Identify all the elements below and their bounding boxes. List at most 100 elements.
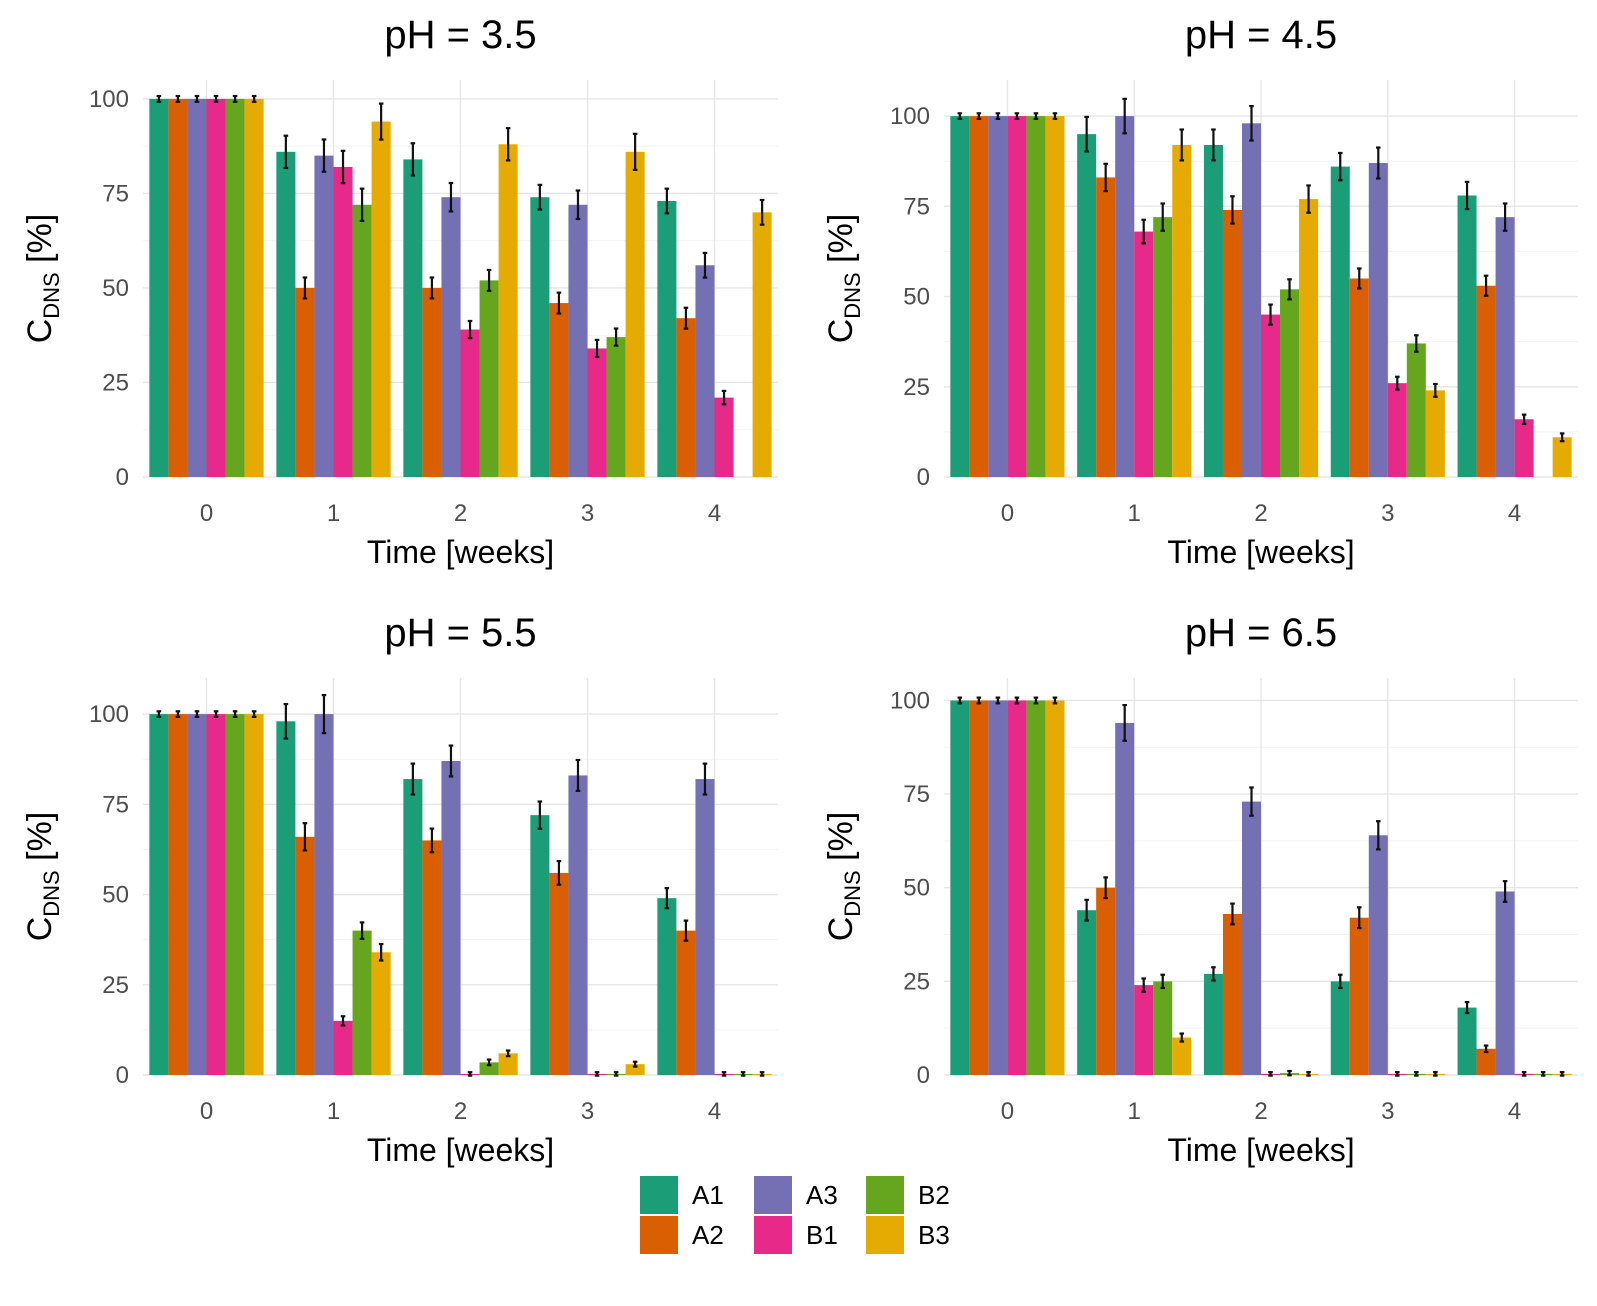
errorbar-A1-week-2 — [1211, 128, 1216, 162]
bar-B1-week-4 — [1514, 419, 1534, 477]
errorbar-A3-week-4 — [1502, 202, 1508, 232]
errorbar-B3-week-2 — [1306, 184, 1311, 214]
bar-B1-week-0 — [1007, 700, 1027, 1075]
bar-A1-week-2 — [1203, 973, 1223, 1075]
y-axis-label-main: C — [822, 319, 860, 344]
errorbar-A1-week-1 — [283, 702, 289, 740]
bar-B3-week-2 — [1299, 199, 1319, 477]
bar-B3-week-1 — [1172, 144, 1192, 478]
errorbar-A2-week-2 — [1230, 195, 1235, 225]
errorbar-A3-week-1 — [321, 693, 327, 735]
errorbar-B3-week-0 — [1052, 696, 1058, 705]
bar-B2-week-1 — [352, 930, 372, 1075]
bar-A2-week-2 — [422, 287, 442, 477]
bar-B3-week-2 — [498, 144, 518, 477]
bar-A2-week-3 — [549, 303, 569, 477]
bar-A2-week-0 — [969, 700, 989, 1075]
errorbar-B2-week-0 — [1033, 696, 1039, 705]
bar-A1-week-1 — [1077, 910, 1097, 1075]
bar-B3-week-0 — [1045, 116, 1065, 477]
bar-A1-week-3 — [530, 197, 550, 477]
bar-A1-week-4 — [1457, 1007, 1477, 1075]
chart-panel-3: 0 25 50 75 100 0 1 2 3 4 pH = 5.5 Time [weeks] CDNS … — [21, 611, 778, 1168]
errorbar-B3-week-4 — [759, 1071, 765, 1077]
bar-B3-week-4 — [752, 212, 772, 478]
bar-A3-week-3 — [1368, 163, 1388, 477]
errorbar-A3-week-0 — [995, 696, 1001, 705]
bar-B3-week-3 — [625, 151, 645, 478]
bar-A1-week-1 — [276, 721, 296, 1075]
bar-A3-week-0 — [988, 116, 1008, 477]
bar-A2-week-2 — [1222, 209, 1242, 477]
errorbar-A3-week-3 — [575, 758, 581, 792]
legend-label-A1: A1 — [692, 1180, 724, 1210]
bar-A3-week-0 — [187, 714, 207, 1075]
bar-A1-week-1 — [276, 151, 296, 478]
bar-B1-week-0 — [206, 98, 226, 478]
y-tick-label: 0 — [917, 1062, 930, 1089]
errorbar-B2-week-1 — [359, 921, 365, 940]
bar-A3-week-1 — [1115, 722, 1135, 1075]
bar-A1-week-2 — [403, 159, 423, 477]
errorbar-A1-week-4 — [664, 887, 670, 910]
errorbar-B2-week-2 — [486, 1058, 492, 1067]
bar-B2-week-1 — [352, 204, 372, 477]
bar-B2-week-2 — [479, 1062, 499, 1075]
errorbar-B3-week-1 — [1179, 1032, 1185, 1043]
y-axis-label: CDNS [%] — [21, 214, 64, 344]
bar-A2-week-1 — [1096, 887, 1116, 1075]
bar-B3-week-0 — [244, 98, 264, 478]
errorbar-B2-week-3 — [613, 1071, 619, 1077]
errorbar-A1-week-2 — [410, 762, 416, 796]
errorbar-A2-week-1 — [302, 822, 308, 852]
errorbar-B2-week-0 — [232, 94, 238, 103]
errorbar-A1-week-0 — [156, 710, 162, 718]
bar-B1-week-0 — [1007, 116, 1027, 477]
bar-A2-week-4 — [676, 318, 696, 477]
x-tick-label: 3 — [1381, 500, 1394, 527]
errorbar-A1-week-3 — [1337, 973, 1343, 990]
y-tick-label: 50 — [903, 284, 930, 311]
errorbar-A3-week-4 — [1502, 880, 1508, 903]
errorbar-A2-week-2 — [429, 827, 435, 854]
bar-A3-week-0 — [988, 700, 1008, 1075]
bar-A2-week-4 — [676, 930, 696, 1075]
legend-label-B1: B1 — [806, 1220, 838, 1250]
errorbar-B1-week-1 — [1141, 977, 1146, 993]
bar-B1-week-2 — [460, 329, 480, 477]
bar-A3-week-3 — [568, 204, 588, 477]
errorbar-B2-week-4 — [740, 1071, 746, 1077]
errorbar-B2-week-1 — [359, 187, 365, 222]
bar-B1-week-0 — [206, 714, 226, 1075]
errorbar-A3-week-1 — [1122, 703, 1127, 742]
errorbar-B1-week-3 — [1395, 1071, 1400, 1077]
bar-B1-week-3 — [1387, 383, 1407, 477]
x-tick-label: 4 — [708, 500, 721, 527]
bar-A3-week-1 — [314, 155, 334, 477]
legend-swatch-A3 — [754, 1176, 792, 1214]
errorbar-B1-week-4 — [721, 1071, 727, 1077]
errorbar-A1-week-1 — [1084, 898, 1089, 922]
x-tick-label: 2 — [1254, 1098, 1267, 1125]
errorbar-B2-week-0 — [232, 710, 238, 718]
y-tick-label: 75 — [903, 781, 930, 808]
errorbar-A3-week-0 — [194, 94, 200, 103]
errorbar-A1-week-3 — [537, 800, 543, 830]
x-tick-label: 3 — [1381, 1098, 1394, 1125]
errorbar-A1-week-0 — [957, 696, 963, 705]
errorbar-A2-week-4 — [683, 919, 689, 942]
errorbar-B1-week-3 — [594, 1071, 600, 1077]
errorbar-A3-week-2 — [448, 181, 454, 213]
y-tick-label: 50 — [102, 882, 129, 909]
errorbar-B2-week-2 — [486, 268, 492, 292]
y-axis-label-subscript: DNS — [840, 870, 865, 916]
bar-A1-week-2 — [1203, 144, 1223, 478]
bar-B1-week-1 — [1134, 985, 1154, 1075]
bar-B3-week-0 — [244, 714, 264, 1075]
bar-B3-week-1 — [371, 952, 391, 1075]
errorbar-B1-week-4 — [1521, 413, 1527, 425]
errorbar-A3-week-0 — [995, 112, 1001, 120]
bar-B1-week-1 — [333, 166, 353, 477]
y-tick-label: 100 — [890, 103, 930, 130]
bar-A3-week-4 — [695, 265, 715, 477]
